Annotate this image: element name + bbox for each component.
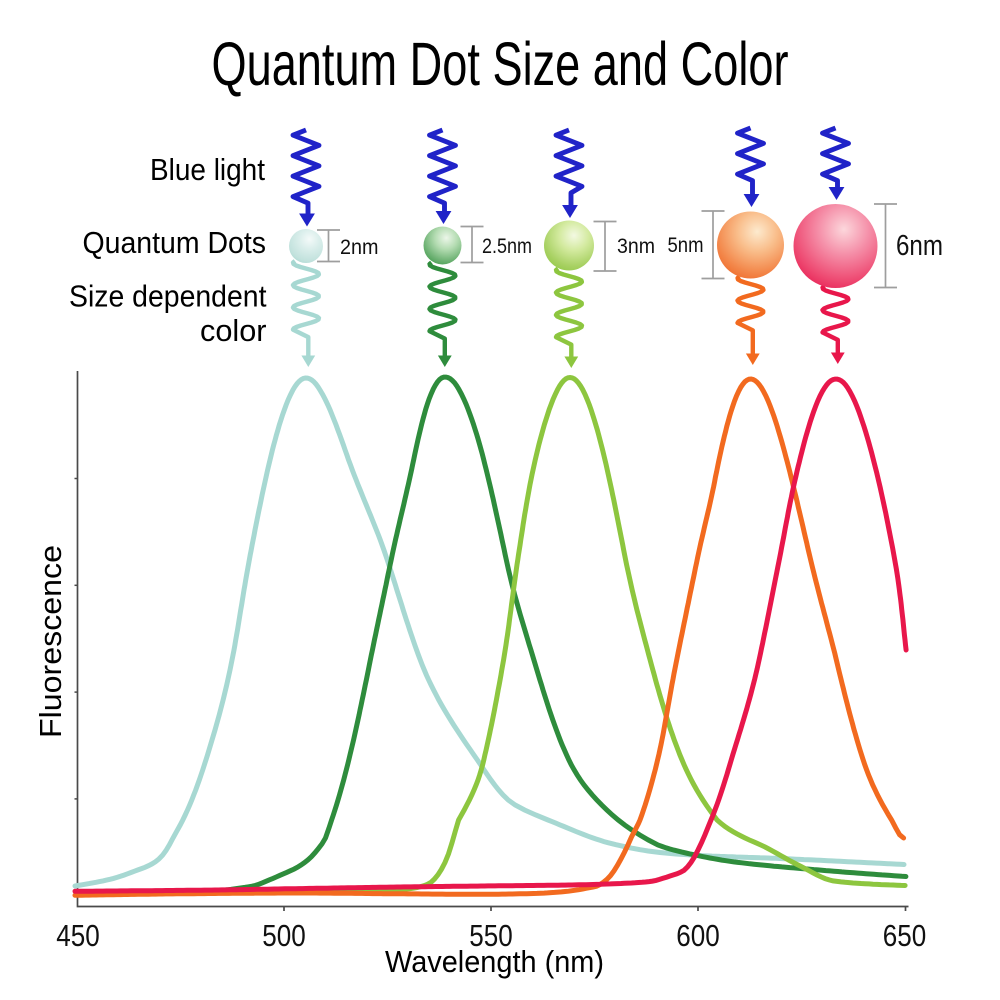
- svg-text:600: 600: [676, 918, 720, 953]
- svg-text:Wavelength (nm): Wavelength (nm): [385, 944, 604, 979]
- svg-text:Quantum Dots: Quantum Dots: [83, 226, 267, 260]
- svg-text:650: 650: [883, 918, 927, 953]
- svg-text:Fluorescence: Fluorescence: [33, 545, 68, 738]
- svg-text:color: color: [200, 313, 267, 348]
- svg-text:3nm: 3nm: [617, 234, 655, 258]
- svg-text:6nm: 6nm: [896, 230, 943, 262]
- svg-text:Size dependent: Size dependent: [69, 279, 267, 314]
- svg-text:Blue light: Blue light: [150, 152, 265, 187]
- svg-text:Quantum Dot Size and Color: Quantum Dot Size and Color: [212, 30, 789, 98]
- svg-text:2nm: 2nm: [340, 235, 379, 259]
- svg-text:550: 550: [469, 918, 513, 953]
- svg-text:2.5nm: 2.5nm: [482, 234, 532, 258]
- svg-text:450: 450: [56, 918, 100, 953]
- svg-text:500: 500: [262, 918, 306, 953]
- svg-text:5nm: 5nm: [668, 233, 704, 257]
